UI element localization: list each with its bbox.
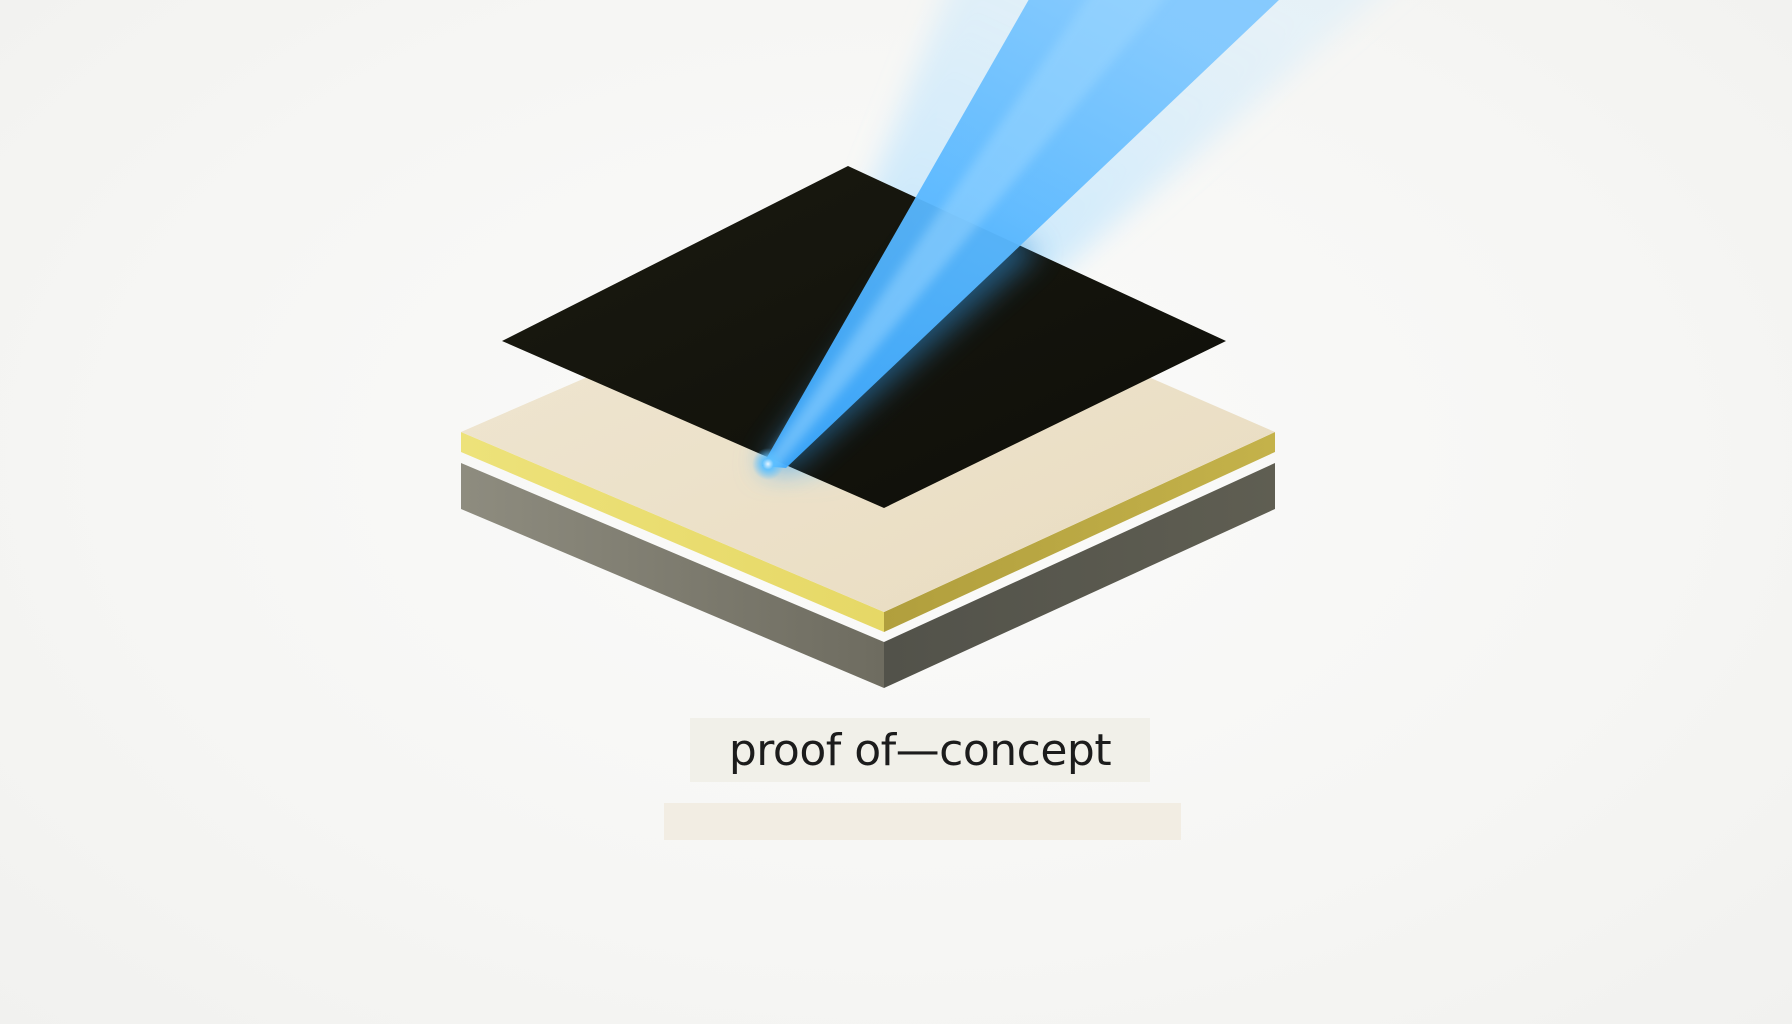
caption-placeholder-bar (664, 803, 1181, 840)
film-left-edge (461, 432, 884, 632)
caption-text: proof of—concept (728, 724, 1112, 776)
substrate-left-face (461, 463, 884, 688)
substrate-right-face (884, 463, 1275, 688)
film-right-edge (884, 432, 1275, 632)
beam-core-highlight (764, 0, 1164, 467)
caption-box: proof of—concept (690, 718, 1150, 782)
beam-impact-spot (752, 448, 784, 480)
light-beam-icon (762, 0, 1279, 468)
